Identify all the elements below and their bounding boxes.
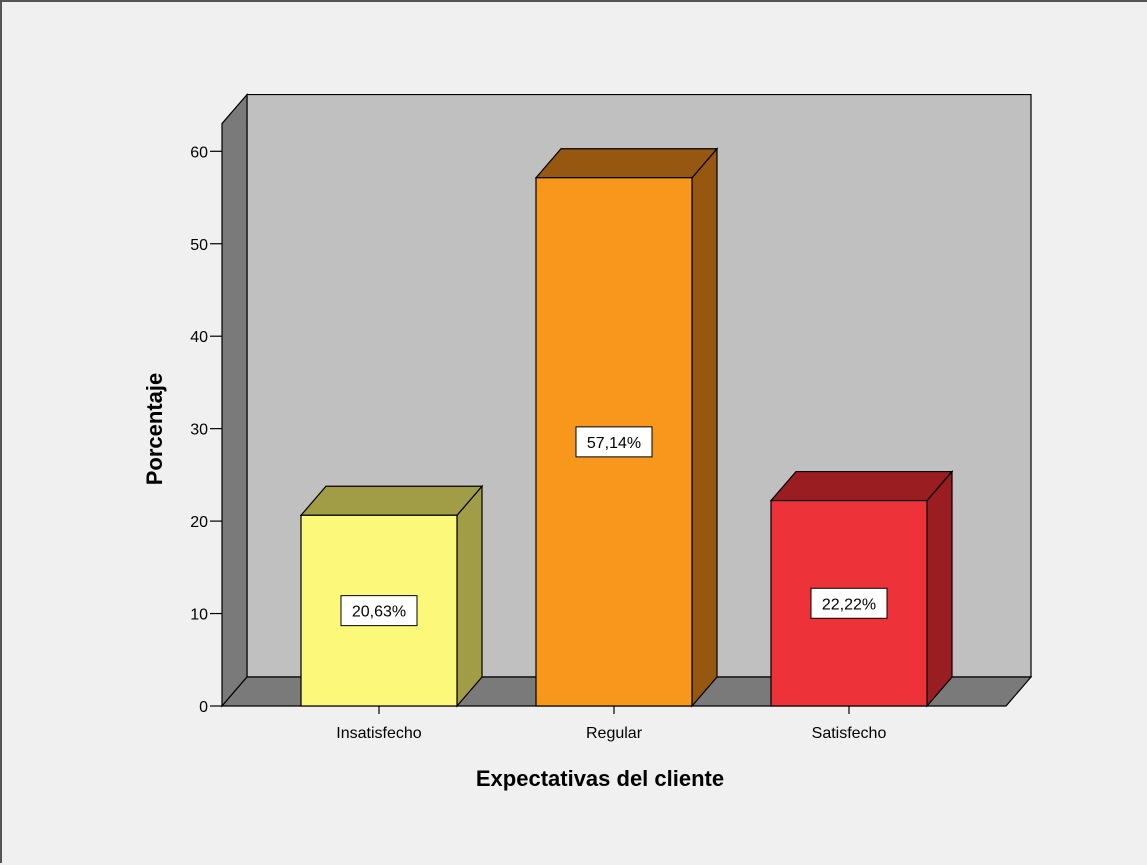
- bar-side: [926, 469, 953, 708]
- y-tick-label: 50: [190, 237, 208, 254]
- x-tick-label: Regular: [586, 725, 643, 742]
- y-tick-label: 20: [190, 514, 208, 531]
- y-axis: 0 10 20 30 40 50 60: [190, 144, 222, 716]
- y-tick-label: 60: [190, 144, 208, 161]
- x-tick-label: Insatisfecho: [336, 725, 421, 742]
- y-tick-label: 30: [190, 422, 208, 439]
- x-axis: Insatisfecho Regular Satisfecho: [336, 706, 886, 742]
- y-axis-title: Porcentaje: [142, 373, 167, 486]
- bar-top: [299, 485, 484, 516]
- bar-side: [456, 484, 483, 708]
- bar-satisfecho: 22,22%: [769, 469, 954, 708]
- bar-top: [769, 470, 954, 502]
- data-label-box: [810, 587, 888, 619]
- data-label: 22,22%: [822, 596, 876, 613]
- y-tick-label: 40: [190, 329, 208, 346]
- y-tick-label: 0: [199, 699, 208, 716]
- data-label: 57,14%: [587, 435, 641, 452]
- bar-top: [534, 148, 719, 179]
- y-tick-label: 10: [190, 607, 208, 624]
- x-axis-title: Expectativas del cliente: [476, 766, 724, 791]
- side-wall: [221, 92, 248, 708]
- data-label-box: [340, 595, 418, 627]
- bars: 20,63% 57,14% 22,22%: [299, 147, 954, 708]
- bar-regular: 57,14%: [534, 147, 719, 708]
- data-label: 20,63%: [352, 604, 406, 621]
- data-label-box: [575, 426, 653, 458]
- x-tick-label: Satisfecho: [812, 725, 887, 742]
- bar-side: [691, 147, 718, 708]
- bar-insatisfecho: 20,63%: [299, 484, 484, 708]
